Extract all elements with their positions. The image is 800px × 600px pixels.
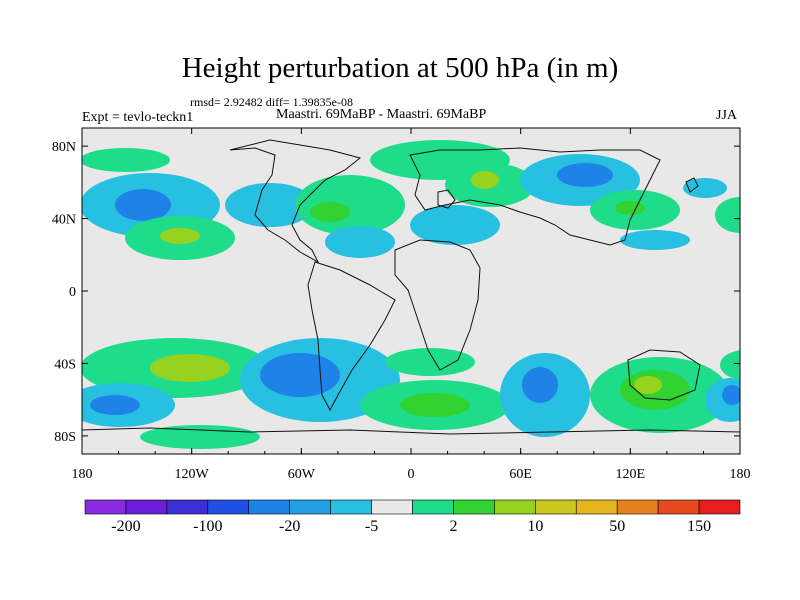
- lon-tick-label: 120E: [616, 467, 646, 482]
- colorbar-label: -200: [111, 518, 140, 535]
- lon-tick-label: 60E: [509, 467, 532, 482]
- colorbar-swatch: [698, 499, 741, 515]
- contour-region: [115, 189, 171, 221]
- stats-line: rmsd= 2.92482 diff= 1.39835e-08: [190, 95, 353, 109]
- colorbar-swatch: [535, 499, 577, 515]
- period-label: Maastri. 69MaBP - Maastri. 69MaBP: [276, 107, 487, 122]
- contour-region: [471, 171, 499, 189]
- contour-region: [260, 353, 340, 397]
- contour-region: [82, 148, 170, 172]
- colorbar-swatch: [248, 499, 290, 515]
- contour-region: [160, 228, 200, 244]
- lon-tick-label: 180: [730, 467, 751, 482]
- plot-title: Height perturbation at 500 hPa (in m): [181, 52, 619, 84]
- contour-region: [310, 202, 350, 222]
- lon-tick-label: 0: [408, 467, 415, 482]
- contour-region: [522, 367, 558, 403]
- axis-ticks: 80N 40N 0 40S 80S 180 120W 60W 0 60E 120E 180: [52, 128, 751, 482]
- contour-region: [150, 354, 230, 382]
- colorbar-label: -20: [279, 518, 300, 535]
- lat-tick-label: 80N: [52, 140, 76, 155]
- contour-region: [615, 201, 645, 215]
- colorbar-swatch: [412, 499, 454, 515]
- colorbar-swatch: [371, 499, 413, 515]
- coastlines: [82, 139, 740, 435]
- colorbar-swatch: [494, 499, 536, 515]
- contour-region: [325, 226, 395, 258]
- colorbar-swatch: [207, 499, 250, 515]
- contour-region: [557, 163, 613, 187]
- colorbar-label: 150: [687, 518, 711, 535]
- colorbar: -200 -100 -20 -5 2 10 50 150: [84, 499, 741, 535]
- colorbar-label: 2: [449, 518, 457, 535]
- experiment-label: Expt = tevlo-teckn1: [82, 110, 194, 125]
- contour-region: [722, 385, 740, 405]
- colorbar-label: -5: [365, 518, 378, 535]
- contour-region: [225, 183, 315, 227]
- contour-region: [715, 197, 740, 233]
- lat-tick-label: 0: [69, 285, 76, 300]
- colorbar-swatch: [289, 499, 331, 515]
- lon-tick-label: 60W: [288, 467, 316, 482]
- season-label: JJA: [716, 108, 738, 123]
- lon-tick-label: 120W: [175, 467, 210, 482]
- colorbar-swatch: [453, 499, 495, 515]
- contour-region: [620, 230, 690, 250]
- lat-tick-label: 40N: [52, 213, 76, 228]
- contour-region: [400, 393, 470, 417]
- contour-region: [295, 175, 405, 235]
- lon-tick-label: 180: [72, 467, 93, 482]
- colorbar-swatch: [616, 499, 659, 515]
- contour-region: [410, 205, 500, 245]
- lat-tick-label: 80S: [54, 430, 76, 445]
- lat-tick-label: 40S: [54, 357, 76, 372]
- colorbar-swatch: [657, 499, 700, 515]
- colorbar-swatch: [166, 499, 209, 515]
- colorbar-label: -100: [193, 518, 222, 535]
- colorbar-label: 10: [527, 518, 543, 535]
- contour-region: [720, 350, 740, 380]
- contour-region: [90, 395, 140, 415]
- colorbar-swatch: [575, 499, 618, 515]
- contour-region: [385, 348, 475, 376]
- colorbar-swatch: [125, 499, 168, 515]
- colorbar-label: 50: [609, 518, 625, 535]
- colorbar-swatch: [84, 499, 127, 515]
- colorbar-swatch: [330, 499, 372, 515]
- contour-region: [634, 376, 662, 394]
- contour-region: [683, 178, 727, 198]
